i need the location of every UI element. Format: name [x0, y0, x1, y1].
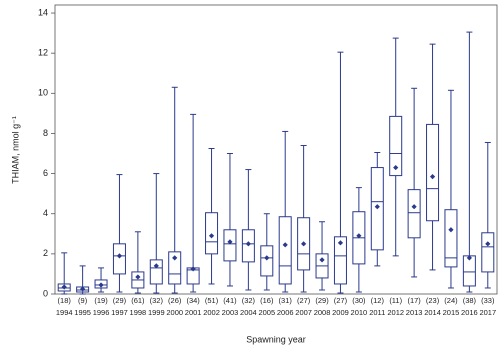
x-tick-label: 2003: [222, 308, 239, 317]
x-tick-label: 2016: [461, 308, 478, 317]
x-tick-label: 2014: [424, 308, 441, 317]
mean-marker: [264, 255, 270, 261]
y-axis-label: THIAM, nmol g⁻¹: [10, 116, 20, 184]
group-size-label: (41): [223, 296, 237, 305]
group-size-label: (29): [113, 296, 127, 305]
group-size-label: (33): [481, 296, 495, 305]
group-size-label: (27): [334, 296, 348, 305]
x-tick-label: 1994: [56, 308, 73, 317]
x-tick-label: 2008: [314, 308, 331, 317]
group-size-label: (38): [463, 296, 477, 305]
group-size-label: (16): [260, 296, 274, 305]
mean-marker: [393, 164, 399, 171]
x-axis-label: Spawning year: [246, 334, 306, 344]
group-size-label: (29): [315, 296, 329, 305]
y-tick-label: 8: [43, 128, 48, 138]
x-tick-label: 2011: [369, 308, 385, 317]
mean-marker: [429, 173, 436, 180]
box: [481, 232, 495, 273]
box: [333, 236, 347, 285]
group-size-label: (32): [242, 296, 256, 305]
x-tick-label: 2007: [295, 308, 312, 317]
group-size-label: (51): [205, 296, 219, 305]
y-tick-label: 12: [38, 48, 48, 58]
mean-marker: [116, 253, 123, 259]
mean-marker: [135, 274, 141, 280]
mean-marker: [153, 263, 159, 269]
x-tick-label: 2013: [406, 308, 423, 317]
box: [149, 259, 163, 285]
mean-marker: [466, 255, 472, 261]
mean-marker: [98, 282, 104, 288]
group-size-label: (18): [58, 296, 72, 305]
x-tick-label: 1998: [130, 308, 147, 317]
x-tick-label: 2017: [479, 308, 496, 317]
mean-marker: [301, 241, 307, 247]
group-size-label: (61): [131, 296, 145, 305]
group-size-label: (23): [426, 296, 440, 305]
y-tick-label: 4: [43, 208, 48, 218]
mean-marker: [485, 241, 491, 247]
group-size-label: (9): [78, 296, 88, 305]
mean-marker: [411, 204, 417, 210]
x-tick-label: 2010: [351, 308, 368, 317]
box: [223, 229, 237, 262]
box: [407, 189, 421, 239]
x-tick-label: 2009: [332, 308, 349, 317]
box: [168, 251, 182, 285]
group-size-label: (11): [389, 296, 402, 305]
y-tick-label: 2: [43, 248, 48, 258]
plot-frame: [54, 4, 498, 295]
mean-marker: [319, 257, 325, 263]
box: [112, 243, 126, 275]
x-tick-label: 1996: [93, 308, 110, 317]
x-tick-label: 1997: [111, 308, 128, 317]
mean-marker: [227, 239, 233, 245]
y-tick-label: 14: [38, 7, 48, 17]
group-size-label: (31): [279, 296, 293, 305]
mean-marker: [61, 284, 67, 290]
box: [389, 115, 403, 177]
x-tick-label: 2006: [277, 308, 294, 317]
group-size-label: (24): [444, 296, 458, 305]
x-tick-label: 2000: [166, 308, 183, 317]
mean-marker: [80, 286, 86, 292]
group-size-label: (17): [407, 296, 421, 305]
group-size-label: (27): [297, 296, 311, 305]
mean-marker: [374, 204, 380, 210]
mean-marker: [337, 240, 344, 246]
box: [260, 245, 274, 277]
mean-marker: [282, 242, 288, 248]
mean-marker: [208, 233, 215, 239]
mean-marker: [190, 266, 196, 272]
group-size-label: (26): [168, 296, 182, 305]
x-tick-label: 2005: [258, 308, 275, 317]
x-tick-label: 2004: [240, 308, 257, 317]
mean-marker: [356, 233, 362, 239]
group-size-label: (34): [186, 296, 200, 305]
x-tick-label: 2012: [387, 308, 404, 317]
group-size-label: (30): [352, 296, 366, 305]
x-tick-label: 2015: [443, 308, 460, 317]
group-size-label: (32): [150, 296, 164, 305]
box: [444, 209, 458, 268]
x-tick-label: 1995: [74, 308, 91, 317]
box: [426, 123, 440, 222]
x-tick-label: 1999: [148, 308, 165, 317]
y-tick-label: 0: [43, 288, 48, 298]
group-size-label: (19): [94, 296, 108, 305]
y-tick-label: 10: [38, 88, 48, 98]
mean-marker: [448, 227, 454, 233]
y-tick-label: 6: [43, 168, 48, 178]
group-size-label: (12): [371, 296, 385, 305]
x-tick-label: 2002: [203, 308, 220, 317]
mean-marker: [172, 255, 178, 261]
box: [278, 216, 292, 285]
x-tick-label: 2001: [185, 308, 202, 317]
mean-marker: [245, 241, 251, 247]
